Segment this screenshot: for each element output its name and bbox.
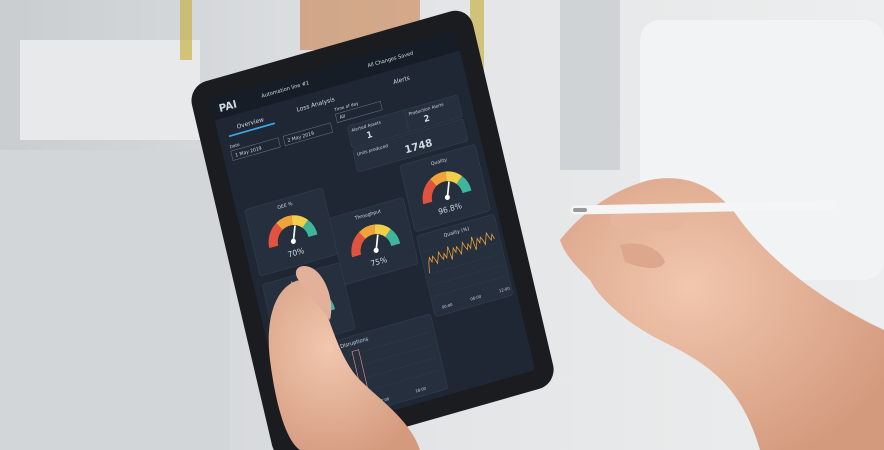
- stylus: [570, 200, 837, 215]
- chart-tick: 00:00: [441, 302, 453, 310]
- yellow-bar: [180, 0, 192, 60]
- panel: [404, 94, 463, 132]
- tab-underline: [228, 122, 275, 138]
- date-box: [230, 137, 281, 161]
- stat-value: 1: [366, 130, 374, 141]
- gauge-arc: [276, 215, 293, 231]
- gauge-arc: [351, 232, 366, 258]
- gauge-hub: [444, 194, 450, 201]
- right-finger: [620, 243, 665, 269]
- gauge-arc: [374, 224, 391, 238]
- gauge-value: 70%: [287, 246, 305, 260]
- chart-tick: 06:00: [470, 293, 482, 301]
- left-thumb: [295, 265, 332, 320]
- machine-left: [0, 150, 230, 450]
- date-box: [282, 122, 333, 146]
- chart-tick: 12:00: [498, 285, 510, 293]
- quality-line: [428, 231, 495, 274]
- machine-top: [20, 40, 200, 140]
- gauge-arc: [268, 223, 283, 249]
- gauge-label: Quality: [430, 157, 448, 168]
- logo: PAI: [218, 98, 238, 115]
- gauge-arc: [445, 171, 463, 185]
- gauge-value: 75%: [370, 255, 388, 269]
- time-value: All: [339, 113, 346, 121]
- gauge-arc: [422, 179, 437, 205]
- gauge-label: OEE %: [277, 201, 294, 211]
- gauge-hub: [373, 247, 379, 253]
- left-hand: [268, 280, 420, 450]
- gauge-hub: [290, 238, 296, 244]
- chart-tick: 12:00: [378, 396, 390, 404]
- gauge-arc: [456, 175, 472, 194]
- stat-value: 2: [423, 114, 431, 125]
- filter-label: Date: [229, 142, 240, 151]
- header-bar: [210, 30, 460, 121]
- panel: [352, 118, 468, 172]
- gauge-arc: [291, 215, 309, 229]
- panel: [416, 214, 513, 317]
- pillar: [560, 0, 620, 170]
- panel: [399, 144, 491, 232]
- tab: Alerts: [392, 75, 410, 87]
- gauge-arc: [385, 228, 401, 247]
- gauge-arc: [358, 224, 376, 240]
- time-box: [335, 100, 383, 123]
- gauge-arc: [430, 171, 447, 187]
- chart-tick: 18:00: [415, 385, 427, 393]
- panel: [329, 197, 419, 285]
- gauge-arc: [302, 219, 318, 238]
